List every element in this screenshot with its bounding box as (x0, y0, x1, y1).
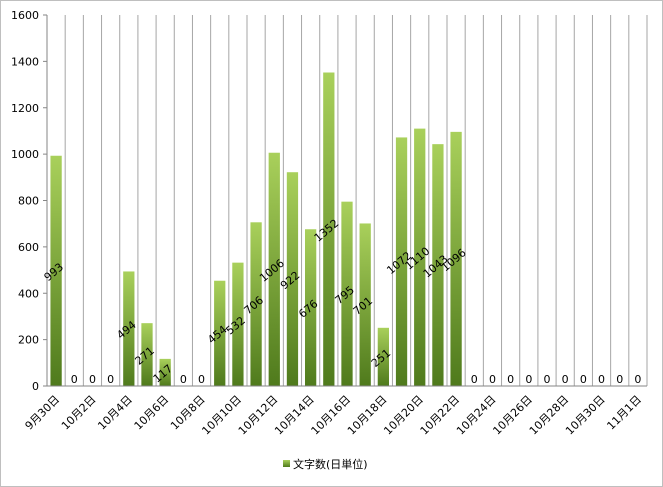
data-label: 0 (89, 373, 96, 386)
data-label: 117 (151, 362, 175, 385)
bar (141, 323, 153, 386)
bar (341, 201, 353, 386)
data-label: 0 (580, 373, 587, 386)
gridlines (64, 15, 648, 386)
data-label: 0 (471, 373, 478, 386)
x-tick-label: 10月30日 (563, 393, 608, 438)
data-label: 922 (278, 269, 302, 292)
bar (214, 280, 226, 386)
bar (359, 223, 371, 386)
data-label: 0 (180, 373, 187, 386)
bar (432, 144, 444, 386)
x-tick-label: 11月1日 (604, 393, 644, 433)
y-tick-label: 800 (18, 195, 39, 208)
legend-swatch (283, 460, 290, 467)
bar (395, 137, 408, 386)
x-tick-label: 10月4日 (95, 393, 135, 433)
bar (305, 229, 317, 386)
data-label: 0 (525, 373, 532, 386)
data-label: 701 (351, 294, 375, 317)
data-label: 676 (296, 297, 320, 320)
legend: 文字数(日単位) (283, 457, 368, 471)
axes (43, 14, 647, 387)
bar (414, 128, 426, 386)
bar (286, 172, 299, 386)
bar (159, 358, 171, 386)
bar (323, 72, 335, 386)
y-tick-labels: 0 200 400 600 800 1000 1200 1400 1600 (11, 9, 39, 393)
bar (50, 155, 62, 386)
y-tick-label: 600 (18, 241, 39, 254)
x-tick-label: 10月2日 (59, 393, 99, 433)
bar (450, 131, 462, 386)
data-label: 271 (133, 344, 157, 367)
y-tick-label: 400 (18, 287, 39, 300)
data-label: 706 (242, 294, 266, 317)
data-label: 0 (634, 373, 641, 386)
y-tick-label: 1000 (11, 148, 39, 161)
data-label: 0 (598, 373, 605, 386)
x-tick-label: 10月6日 (132, 393, 172, 433)
data-label: 0 (489, 373, 496, 386)
data-label: 0 (107, 373, 114, 386)
data-label: 0 (198, 373, 205, 386)
bars (50, 72, 462, 386)
bar (250, 222, 262, 386)
data-label: 795 (333, 283, 357, 306)
y-tick-label: 1400 (11, 55, 39, 68)
data-label: 0 (507, 373, 514, 386)
bar (268, 152, 280, 386)
data-label: 0 (616, 373, 623, 386)
data-label: 0 (544, 373, 551, 386)
data-label: 0 (562, 373, 569, 386)
y-tick-label: 0 (32, 380, 39, 393)
bar (123, 271, 135, 386)
bar (377, 327, 389, 386)
y-tick-label: 1200 (11, 102, 39, 115)
x-tick-labels: 9月30日10月2日10月4日10月6日10月8日10月10日10月12日10月… (23, 393, 644, 438)
data-label: 251 (369, 346, 393, 369)
data-label: 494 (114, 318, 138, 341)
x-tick-label: 9月30日 (23, 393, 63, 433)
y-tick-label: 1600 (11, 9, 39, 22)
bar (232, 262, 244, 386)
data-label: 993 (42, 260, 66, 283)
y-tick-label: 200 (18, 334, 39, 347)
legend-label: 文字数(日単位) (293, 457, 368, 471)
data-label: 0 (71, 373, 78, 386)
